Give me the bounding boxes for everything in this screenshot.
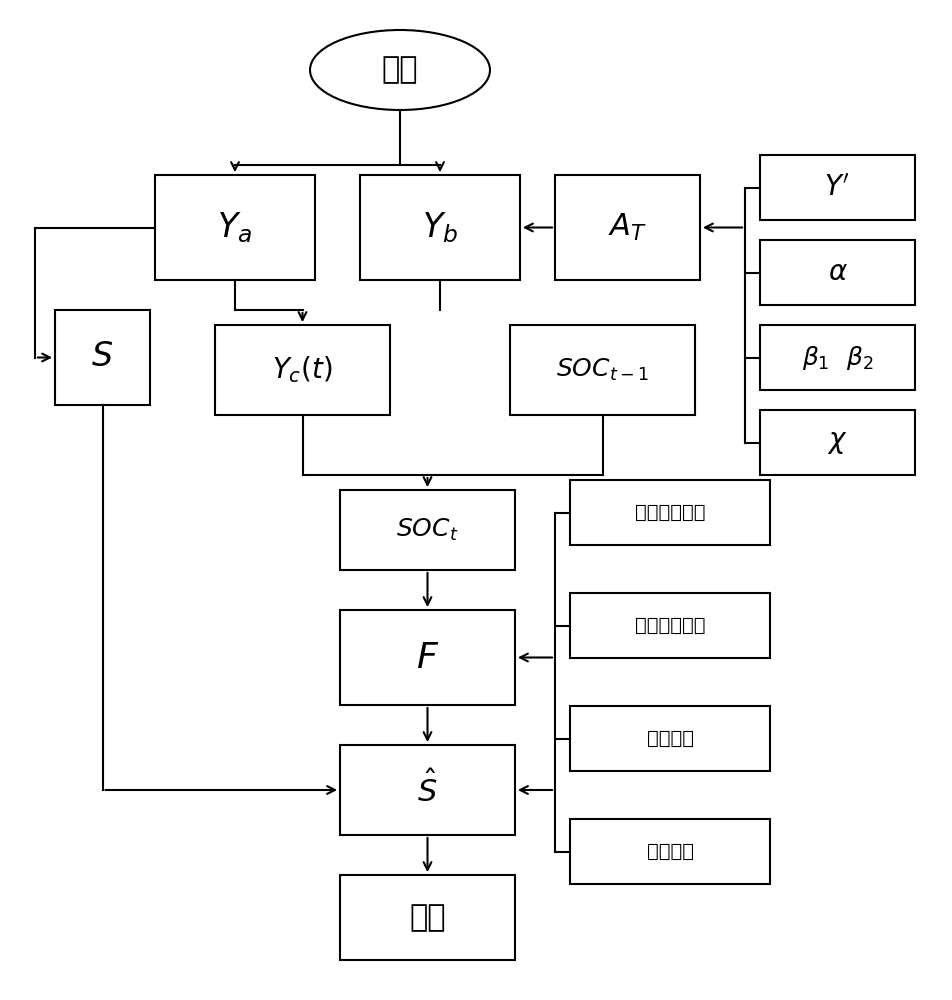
Bar	[760, 240, 915, 305]
Text: $S$: $S$	[91, 342, 113, 373]
Text: 功率选择: 功率选择	[646, 730, 693, 748]
Bar	[570, 480, 770, 545]
Bar	[760, 325, 915, 390]
Text: $SOC_{t-1}$: $SOC_{t-1}$	[556, 357, 649, 383]
Bar	[555, 175, 700, 280]
Text: $Y'$: $Y'$	[824, 174, 850, 201]
Bar	[340, 490, 515, 570]
Bar	[570, 593, 770, 658]
Text: $Y_c(t)$: $Y_c(t)$	[272, 355, 333, 385]
Bar	[55, 310, 150, 405]
Text: $\hat{S}$: $\hat{S}$	[417, 771, 438, 809]
Text: 最低容量约束: 最低容量约束	[635, 504, 705, 522]
Bar	[760, 410, 915, 475]
Text: $Y_b$: $Y_b$	[422, 210, 458, 245]
Bar	[360, 175, 520, 280]
Bar	[340, 745, 515, 835]
Bar	[340, 610, 515, 705]
Text: $\chi$: $\chi$	[827, 429, 847, 456]
Bar	[155, 175, 315, 280]
Bar	[510, 325, 695, 415]
Bar	[760, 155, 915, 220]
Bar	[215, 325, 390, 415]
Text: $Y_a$: $Y_a$	[217, 210, 252, 245]
Text: 最大容量约束: 最大容量约束	[635, 616, 705, 635]
Text: 结束: 结束	[409, 902, 446, 933]
Text: 时长选择: 时长选择	[646, 842, 693, 860]
Text: $\alpha$: $\alpha$	[827, 259, 847, 286]
Bar	[570, 819, 770, 884]
Text: $A_T$: $A_T$	[608, 212, 647, 243]
Bar	[570, 706, 770, 771]
Text: $\beta_1 \ \ \beta_2$: $\beta_1 \ \ \beta_2$	[802, 344, 873, 371]
Text: $SOC_t$: $SOC_t$	[396, 517, 459, 543]
Text: 开始: 开始	[382, 54, 418, 86]
Text: $F$: $F$	[416, 641, 439, 674]
Bar	[340, 875, 515, 960]
